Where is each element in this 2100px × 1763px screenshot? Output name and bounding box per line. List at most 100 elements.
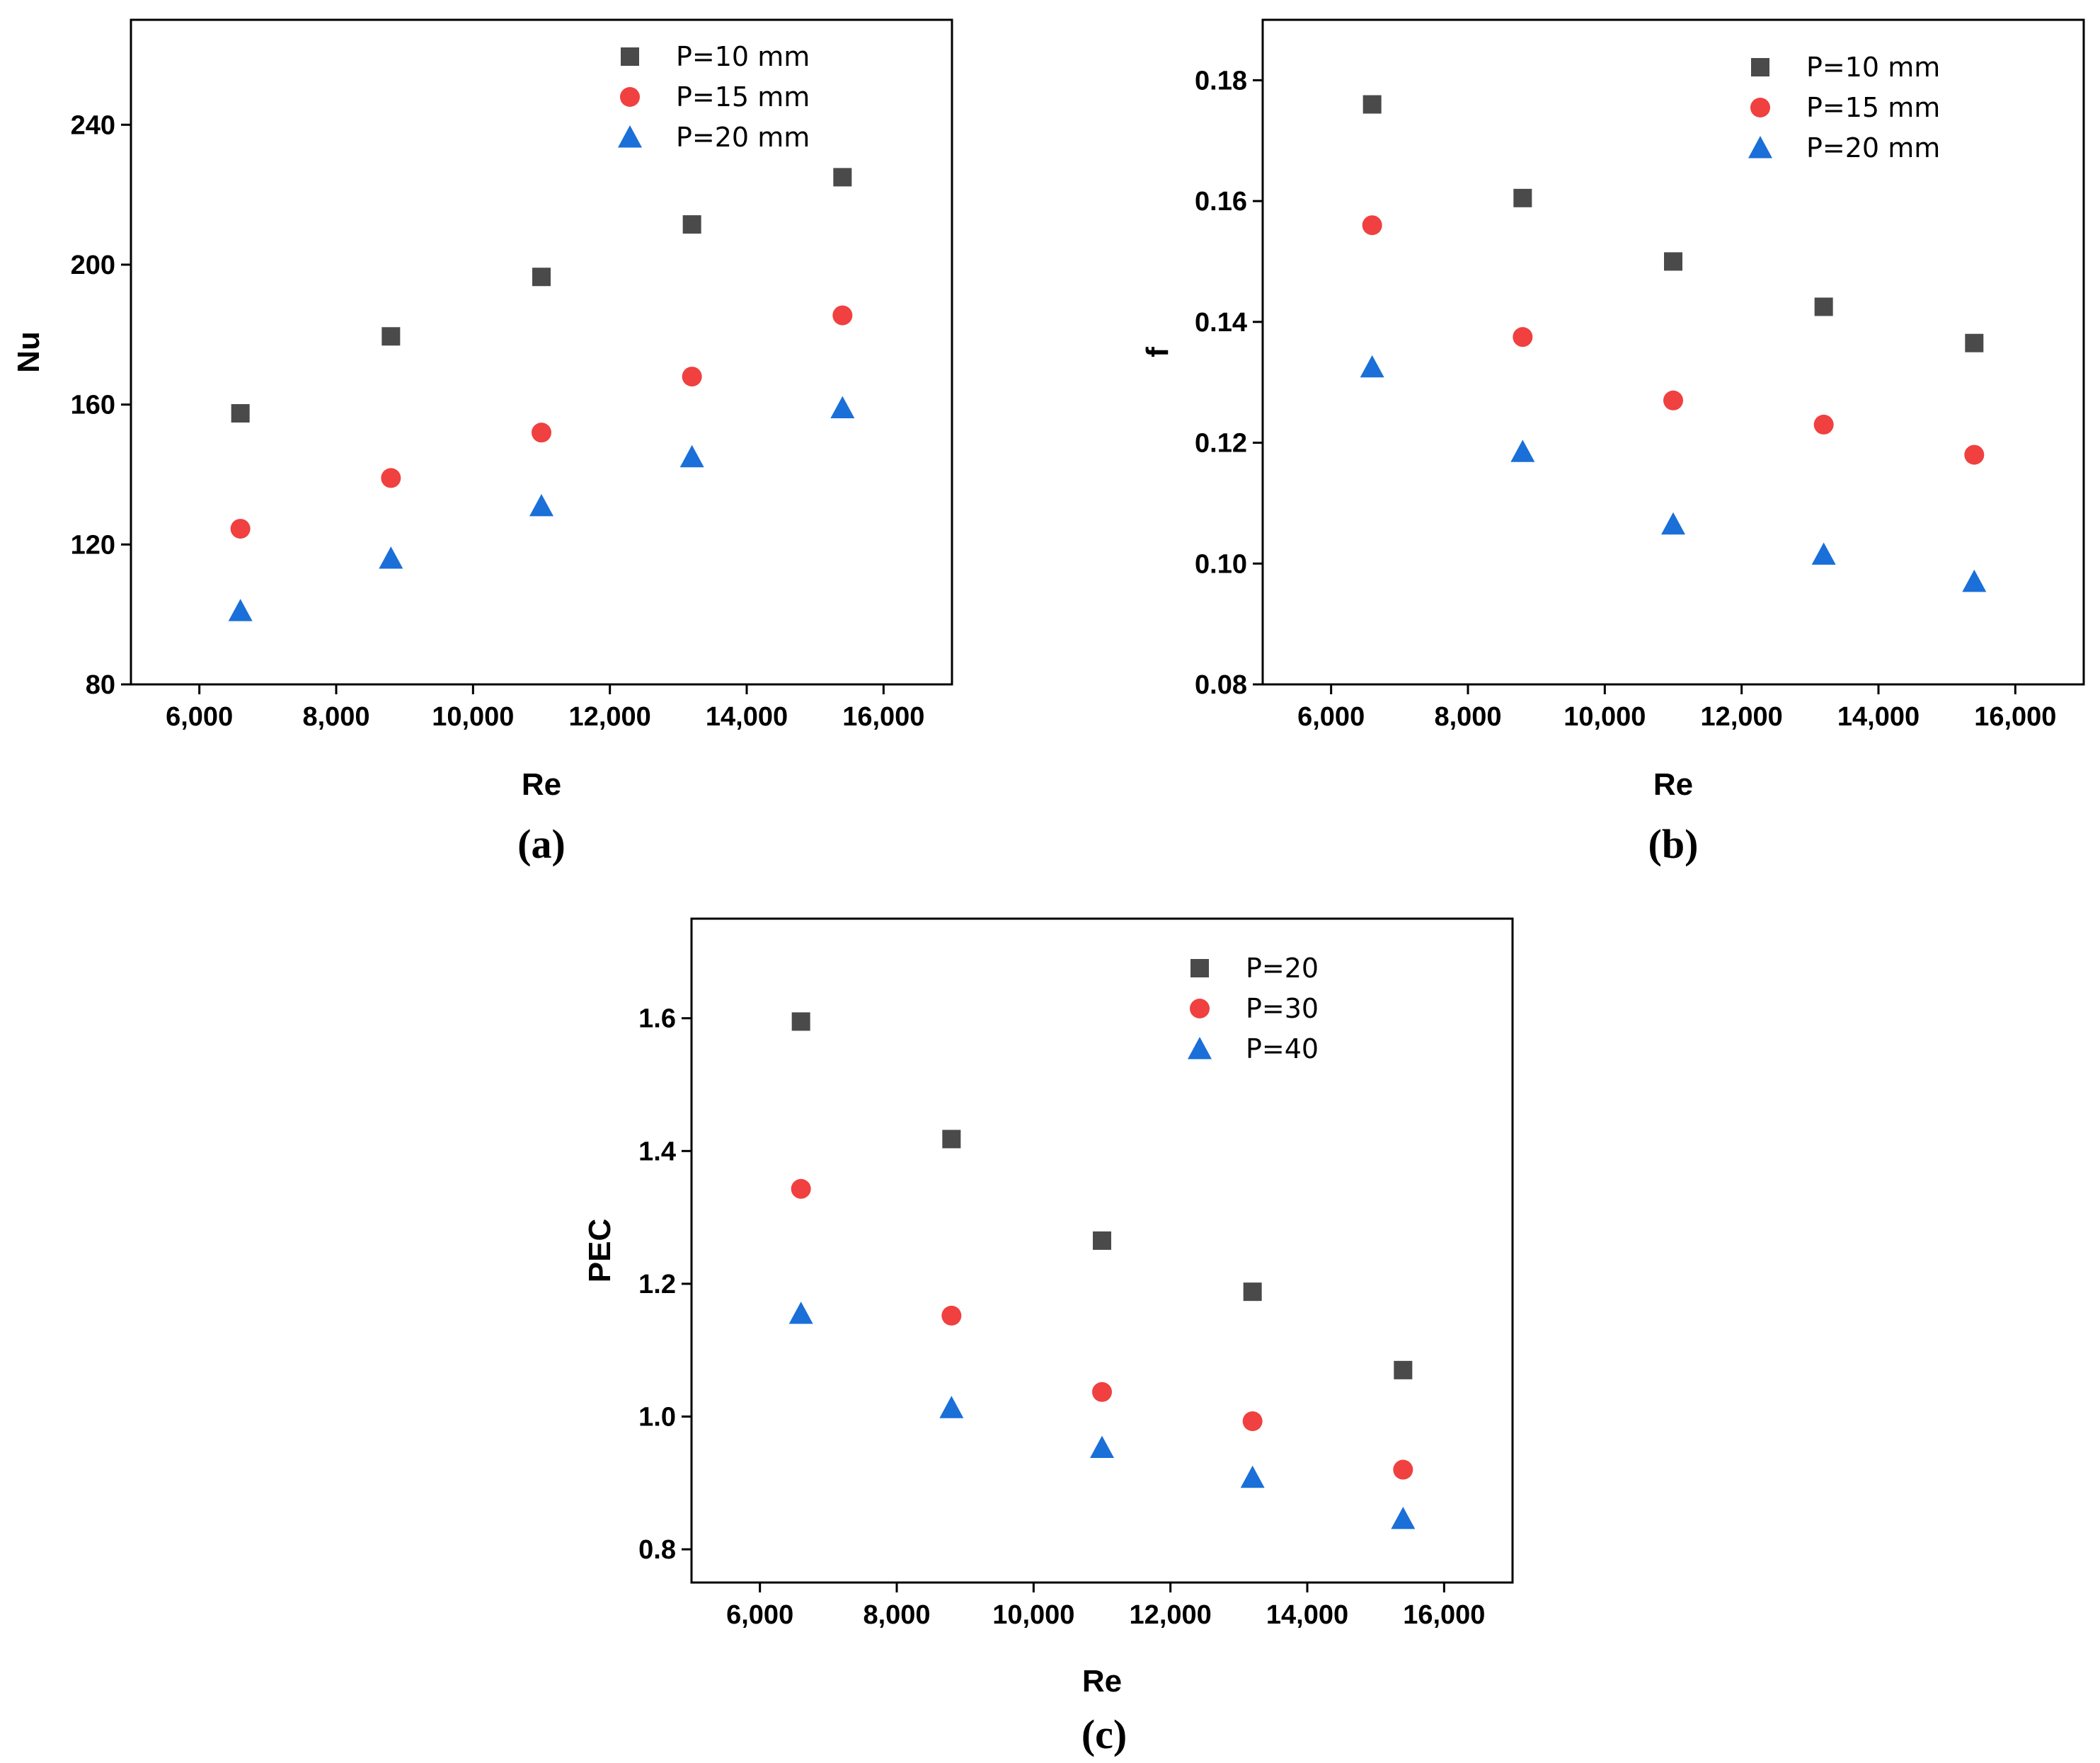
data-point: [1814, 297, 1833, 316]
y-axis-title-a: Nu: [11, 331, 46, 373]
legend-label: P=30: [1246, 993, 1319, 1024]
y-tick-label: 0.12: [1195, 429, 1247, 459]
y-tick-label: 0.08: [1195, 670, 1247, 700]
x-tick-label: 6,000: [726, 1600, 793, 1630]
y-tick-label: 1.6: [638, 1004, 676, 1034]
data-point: [1362, 95, 1382, 114]
data-point: [381, 327, 401, 346]
x-tick-label: 8,000: [302, 702, 369, 732]
data-point: [1811, 542, 1836, 565]
data-point: [1092, 1382, 1112, 1402]
x-axis-title-c: Re: [1082, 1664, 1122, 1699]
x-axis-title-a: Re: [522, 767, 561, 802]
x-tick-label: 8,000: [863, 1600, 930, 1630]
legend-marker: [620, 87, 640, 107]
panel-label-c: (c): [1081, 1711, 1127, 1757]
x-axis-title-b: Re: [1653, 767, 1693, 802]
data-point: [1813, 414, 1834, 435]
data-point: [1664, 252, 1682, 271]
legend-c: P=20 P=30 P=40: [1188, 953, 1319, 1064]
y-tick-label: 1.4: [638, 1137, 676, 1166]
data-point: [1663, 390, 1683, 410]
data-point: [682, 215, 701, 234]
series-c-1: [791, 1012, 1413, 1379]
data-point: [381, 468, 401, 488]
data-point: [941, 1305, 962, 1326]
data-point: [1962, 569, 1987, 592]
x-tick-label: 16,000: [1403, 1600, 1485, 1630]
data-point: [788, 1302, 813, 1324]
data-point: [679, 444, 704, 468]
data-point: [1360, 355, 1384, 378]
legend-label: P=40: [1246, 1033, 1319, 1064]
data-point: [791, 1012, 810, 1031]
series-a-1: [231, 168, 852, 423]
x-tick-label: 12,000: [1130, 1600, 1212, 1630]
data-point: [228, 599, 253, 621]
legend-marker: [621, 47, 639, 66]
plot-frame-a: [130, 18, 953, 686]
data-point: [791, 1178, 811, 1199]
data-point: [830, 396, 855, 419]
series-a-3: [228, 396, 855, 621]
plot-frame-c: [690, 917, 1514, 1584]
legend-label: P=15 mm: [676, 81, 810, 113]
data-point: [1661, 512, 1685, 535]
data-point: [1393, 1459, 1413, 1480]
legend-marker: [1750, 98, 1770, 117]
data-point: [231, 403, 250, 423]
series-b-1: [1362, 95, 1984, 352]
y-tick-label: 1.0: [638, 1403, 676, 1432]
data-point: [1093, 1231, 1111, 1250]
x-tick-label: 14,000: [1837, 702, 1920, 732]
data-point: [1513, 327, 1533, 348]
panel-label-b: (b): [1648, 821, 1699, 867]
y-axis-title-b: f: [1140, 347, 1175, 357]
legend-label: P=10 mm: [676, 41, 810, 72]
data-point: [832, 305, 853, 326]
data-point: [942, 1130, 961, 1149]
legend-label: P=20 mm: [676, 122, 810, 153]
data-point: [1240, 1465, 1265, 1488]
data-point: [532, 423, 551, 443]
x-tick-label: 10,000: [992, 1600, 1074, 1630]
y-tick-label: 0.14: [1195, 308, 1247, 338]
legend-marker: [618, 125, 642, 148]
data-point: [1513, 188, 1532, 207]
data-point: [939, 1396, 964, 1418]
legend-marker: [1190, 999, 1210, 1018]
y-tick-label: 0.18: [1195, 66, 1247, 96]
series-b-2: [1362, 215, 1985, 465]
x-tick-label: 14,000: [1266, 1600, 1348, 1630]
chart-panel-a: 6,000 8,000 10,000 12,000 14,000 16,000 80 120 1…: [11, 18, 953, 867]
data-point: [1242, 1411, 1263, 1432]
data-point: [532, 268, 551, 287]
x-tick-label: 12,000: [569, 702, 651, 732]
legend-marker: [1748, 136, 1772, 159]
legend-label: P=20: [1246, 953, 1319, 984]
x-tick-label: 12,000: [1701, 702, 1783, 732]
series-a-2: [230, 305, 853, 539]
chart-panel-b: 6,000 8,000 10,000 12,000 14,000 16,000 0.08 0.…: [1140, 18, 2085, 867]
chart-panel-c: 6,000 8,000 10,000 12,000 14,000 16,000 0.8 1.0…: [583, 917, 1514, 1757]
x-tick-label: 14,000: [706, 702, 788, 732]
legend-marker: [1190, 959, 1209, 977]
y-tick-label: 0.16: [1195, 187, 1247, 217]
y-tick-label: 0.10: [1195, 549, 1247, 579]
y-tick-label: 240: [71, 110, 115, 140]
data-point: [1965, 333, 1984, 352]
y-tick-label: 160: [71, 391, 115, 420]
series-b-3: [1360, 355, 1987, 592]
panel-label-a: (a): [517, 821, 566, 867]
y-tick-label: 120: [71, 530, 115, 560]
x-tick-label: 8,000: [1434, 702, 1501, 732]
data-point: [1510, 440, 1535, 462]
data-point: [379, 546, 403, 569]
legend-a: P=10 mm P=15 mm P=20 mm: [618, 41, 810, 153]
data-point: [833, 168, 852, 187]
legend-marker: [1751, 58, 1769, 76]
x-tick-label: 10,000: [1563, 702, 1646, 732]
y-tick-label: 1.2: [638, 1270, 676, 1299]
legend-b: P=10 mm P=15 mm P=20 mm: [1748, 52, 1940, 163]
